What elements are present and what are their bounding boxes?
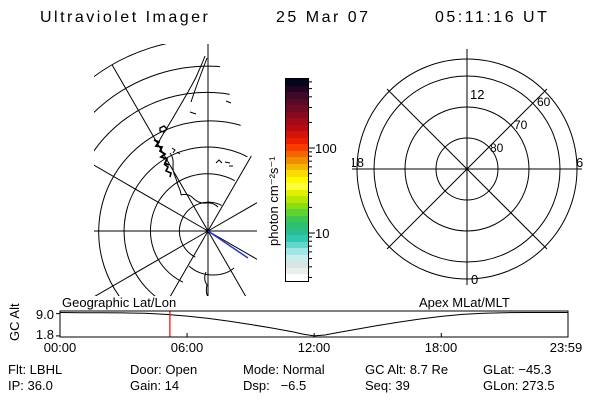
- gc-alt-curve: [59, 312, 568, 337]
- status-flt: Flt: LBHL: [8, 362, 63, 377]
- altitude-timeline: [56, 310, 569, 338]
- status-glon: GLon: 273.5: [483, 378, 555, 393]
- status-gain: Gain: 14: [130, 378, 180, 393]
- xtick-1200: 12:00: [297, 340, 331, 355]
- polar-grid: [352, 49, 582, 285]
- time-label: 05:11:16 UT: [435, 9, 550, 26]
- status-mode: Mode: Normal: [243, 362, 325, 377]
- status-dsp: Dsp: −6.5: [243, 378, 307, 393]
- ytick-9: 9.0: [35, 307, 54, 322]
- date-label: 25 Mar 07: [276, 9, 371, 26]
- meridian-grid-lines: [94, 44, 257, 296]
- mlat-ring-label-60: 60: [537, 95, 551, 109]
- mlt-label-6: 6: [576, 155, 583, 170]
- colorbar-tick-100: 100: [315, 141, 337, 156]
- colorbar-tick-10: 10: [315, 226, 330, 241]
- polar-caption: Apex MLat/MLT: [419, 295, 510, 310]
- colorbar-ticks: [308, 81, 315, 278]
- groundtrack-line: [207, 230, 249, 259]
- status-gcalt: GC Alt: 8.7 Re: [365, 362, 449, 377]
- apex-polar-plot: 12 18 6 0 80 70 60: [352, 49, 583, 287]
- status-seq: Seq: 39: [365, 378, 410, 393]
- mlat-ring-label-80: 80: [490, 141, 504, 155]
- xtick-0600: 06:00: [170, 340, 204, 355]
- colorbar-axis-label: photon cm⁻²s⁻¹: [266, 156, 281, 246]
- mlt-label-0: 0: [471, 272, 478, 287]
- mlat-ring-label-70: 70: [514, 118, 528, 132]
- status-ip: IP: 36.0: [8, 378, 53, 393]
- xtick-1800: 18:00: [424, 340, 458, 355]
- timeline-axis-ticks: [56, 313, 569, 337]
- app-title: Ultraviolet Imager: [40, 9, 211, 26]
- ytick-1.8: 1.8: [35, 327, 54, 342]
- geographic-map: [94, 44, 257, 296]
- colorbar: [285, 78, 309, 282]
- xtick-2359: 23:59: [549, 340, 583, 355]
- map-caption: Geographic Lat/Lon: [62, 295, 177, 310]
- coastlines: [153, 55, 235, 296]
- status-glat: GLat: −45.3: [483, 362, 552, 377]
- mlt-label-12: 12: [470, 87, 484, 102]
- xtick-0000: 00:00: [43, 340, 77, 355]
- mlt-label-18: 18: [352, 155, 364, 170]
- status-door: Door: Open: [130, 362, 198, 377]
